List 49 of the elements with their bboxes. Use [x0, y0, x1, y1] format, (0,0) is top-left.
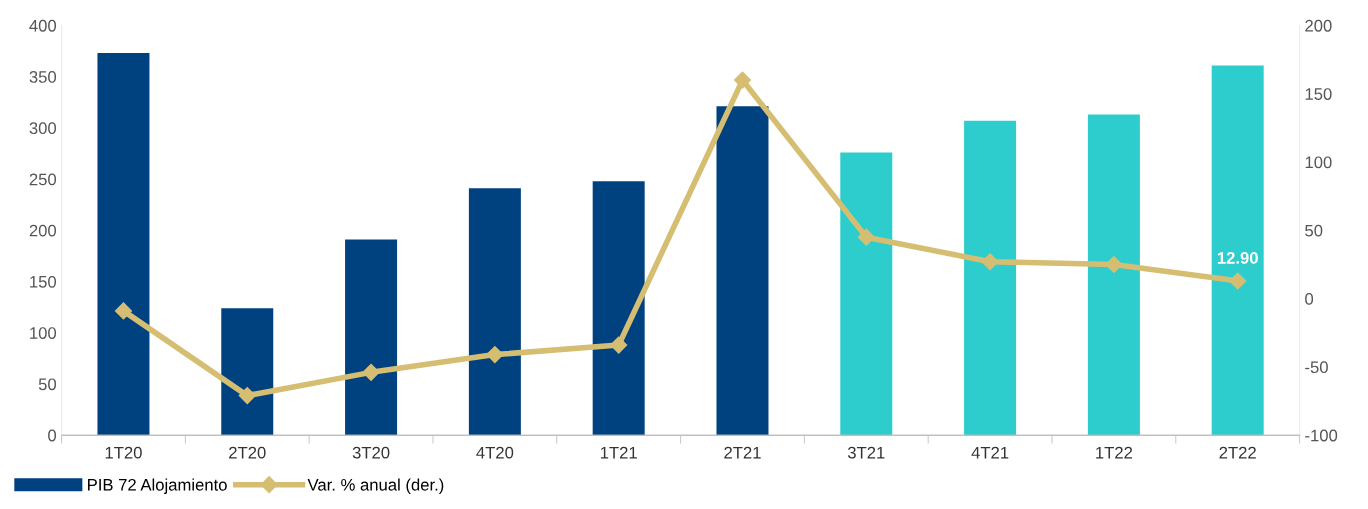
bar — [97, 53, 150, 436]
y-tick-label: 250 — [29, 173, 57, 186]
y-tick-label: 200 — [29, 224, 57, 237]
y2-tick-label: 150 — [1305, 88, 1332, 100]
y2-tick-label: 100 — [1305, 156, 1332, 169]
bar — [345, 239, 398, 436]
point — [610, 336, 628, 354]
point — [114, 302, 133, 320]
legend-label: Var. % anual (der.) — [307, 478, 444, 494]
x-tick-label: 1T21 — [600, 446, 637, 459]
data-label: 12.90 — [1217, 252, 1258, 264]
y-tick-label: 350 — [29, 71, 57, 83]
y-tick-label: 50 — [38, 378, 57, 391]
bar — [221, 308, 274, 436]
x-tick-label: 4T20 — [476, 446, 514, 459]
point — [362, 363, 380, 381]
bar — [1211, 65, 1264, 436]
point — [486, 346, 504, 364]
y-tick-label: 300 — [29, 122, 57, 135]
x-tick-label: 4T21 — [971, 446, 1009, 459]
x-tick-label: 2T21 — [724, 446, 761, 459]
y-tick-label: 100 — [30, 327, 57, 339]
y2-tick-label: -100 — [1305, 429, 1338, 442]
point — [733, 71, 752, 89]
y2-tick-label: -50 — [1305, 361, 1328, 374]
x-tick-label: 2T20 — [229, 446, 266, 459]
point — [857, 228, 875, 246]
x-tick-label: 2T22 — [1219, 446, 1256, 459]
point — [238, 387, 256, 405]
y-tick-label: 150 — [30, 275, 57, 288]
bar — [716, 106, 769, 436]
bar — [1087, 114, 1140, 436]
y2-tick-label: 50 — [1305, 224, 1323, 237]
bar — [964, 120, 1017, 436]
bar — [468, 188, 521, 436]
y-tick-label: 0 — [48, 429, 57, 442]
x-tick-label: 3T20 — [352, 446, 390, 459]
point — [1229, 272, 1247, 290]
y-tick-label: 400 — [29, 19, 57, 32]
point — [1105, 255, 1123, 274]
bar — [592, 181, 645, 436]
x-tick-label: 3T21 — [847, 446, 885, 459]
x-tick-label: 1T20 — [105, 446, 142, 459]
y2-tick-label: 200 — [1305, 19, 1332, 32]
x-tick-label: 1T22 — [1096, 446, 1133, 459]
bar — [840, 152, 893, 436]
point — [981, 253, 999, 271]
y2-tick-label: 0 — [1305, 293, 1314, 305]
legend-label: PIB 72 Alojamiento — [88, 478, 227, 494]
